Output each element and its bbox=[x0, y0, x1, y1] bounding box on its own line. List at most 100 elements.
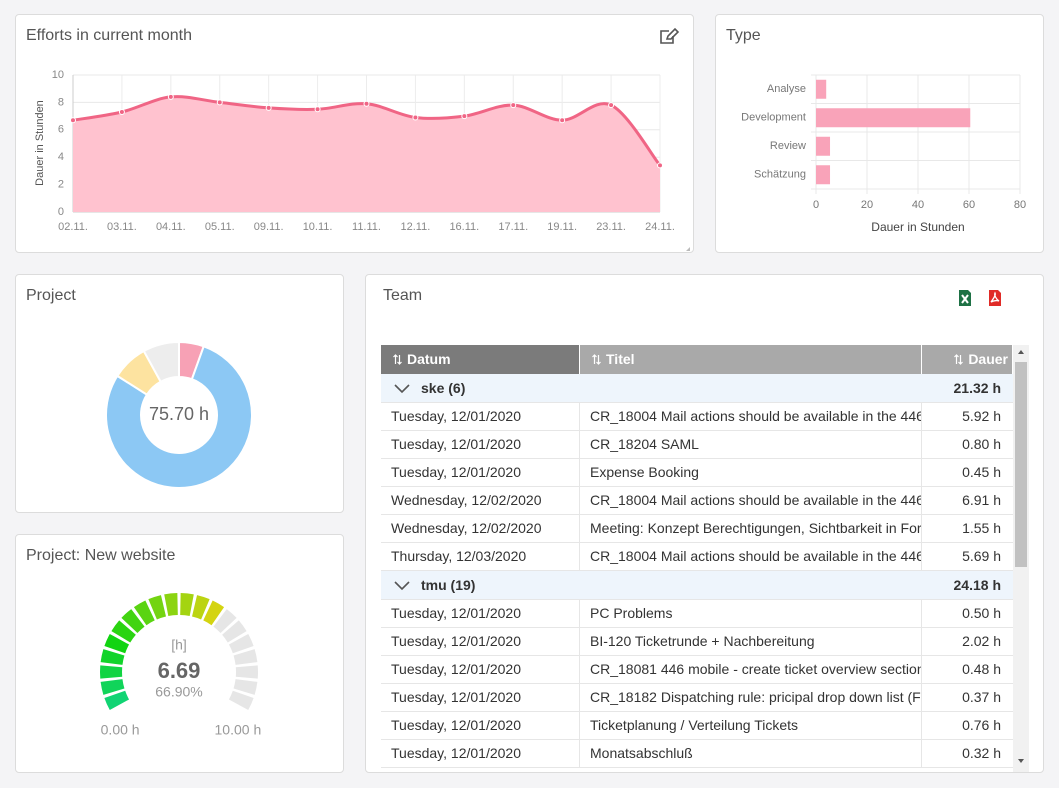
table-row[interactable]: Tuesday, 12/01/2020 PC Problems 0.50 h bbox=[381, 600, 1013, 628]
gauge-segment bbox=[133, 600, 155, 626]
table-row[interactable]: Wednesday, 12/02/2020 Meeting: Konzept Be… bbox=[381, 515, 1013, 543]
bar bbox=[816, 136, 831, 156]
center-label: 75.70 h bbox=[149, 404, 209, 424]
column-header[interactable]: Dauer bbox=[922, 345, 1013, 374]
column-header[interactable]: Datum bbox=[381, 345, 580, 374]
table-cell: Tuesday, 12/01/2020 bbox=[381, 600, 580, 627]
point bbox=[510, 102, 517, 109]
sort-icon bbox=[592, 354, 601, 365]
table-row[interactable]: Tuesday, 12/01/2020 CR_18204 SAML 0.80 h bbox=[381, 431, 1013, 459]
column-header-text: Datum bbox=[407, 351, 451, 367]
gauge-segment bbox=[111, 620, 136, 643]
table-row[interactable]: Tuesday, 12/01/2020 CR_18182 Dispatching … bbox=[381, 684, 1013, 712]
table-row[interactable]: Tuesday, 12/01/2020 CR_18004 Mail actions… bbox=[381, 403, 1013, 431]
table-cell: Tuesday, 12/01/2020 bbox=[381, 628, 580, 655]
table-cell: CR_18081 446 mobile - create ticket over… bbox=[580, 656, 922, 683]
panel-title: Project bbox=[26, 287, 76, 304]
team-panel: Team Datum Titel Dauer ske (6) 21.32 h Tuesda… bbox=[365, 274, 1044, 773]
gauge-segment bbox=[148, 595, 166, 620]
table-cell: CR_18204 SAML bbox=[580, 431, 922, 458]
point bbox=[118, 108, 125, 115]
x-tick-label: 09.11. bbox=[254, 221, 284, 233]
x-axis-label: Dauer in Stunden bbox=[871, 220, 964, 234]
table-cell: Tuesday, 12/01/2020 bbox=[381, 656, 580, 683]
donut-slice bbox=[142, 340, 180, 384]
y-axis-label: Dauer in Stunden bbox=[34, 100, 46, 186]
y-tick-label: Review bbox=[770, 140, 806, 152]
y-tick-label: 10 bbox=[52, 69, 64, 81]
gauge-segment bbox=[104, 633, 130, 654]
gauge-panel: Project: New website bbox=[15, 534, 344, 773]
group-label: ske (6) bbox=[421, 380, 466, 396]
table-cell: 5.92 h bbox=[962, 408, 1001, 424]
table-cell: Tuesday, 12/01/2020 bbox=[381, 684, 580, 711]
x-tick-label: 16.11. bbox=[449, 221, 479, 233]
gauge-segment bbox=[121, 609, 145, 633]
gauge-segment bbox=[213, 609, 237, 633]
table-cell: Tuesday, 12/01/2020 bbox=[381, 403, 580, 430]
table-row[interactable]: Thursday, 12/03/2020 CR_18004 Mail action… bbox=[381, 543, 1013, 571]
table-row[interactable]: Tuesday, 12/01/2020 Monatsabschluß 0.32 h bbox=[381, 740, 1013, 768]
gauge-segment bbox=[203, 600, 225, 626]
y-tick-label: Analyse bbox=[767, 83, 806, 95]
x-tick-label: 0 bbox=[813, 199, 819, 211]
table-cell: Tuesday, 12/01/2020 bbox=[381, 712, 580, 739]
group-total: 24.18 h bbox=[953, 577, 1001, 593]
x-tick-label: 02.11. bbox=[58, 221, 88, 233]
edit-icon[interactable] bbox=[660, 27, 680, 44]
group-label: tmu (19) bbox=[421, 577, 476, 593]
y-tick-label: 6 bbox=[58, 124, 64, 136]
sort-icon bbox=[393, 354, 402, 365]
y-tick-label: 0 bbox=[58, 206, 64, 218]
x-tick-label: 03.11. bbox=[107, 221, 137, 233]
table-cell: Thursday, 12/03/2020 bbox=[381, 543, 580, 570]
excel-export[interactable] bbox=[958, 289, 972, 307]
table-cell: Tuesday, 12/01/2020 bbox=[381, 459, 580, 486]
table-cell: 0.48 h bbox=[962, 661, 1001, 677]
group-row[interactable]: tmu (19) 24.18 h bbox=[381, 571, 1013, 600]
x-tick-label: 11.11. bbox=[352, 221, 381, 233]
y-tick-label: 2 bbox=[58, 179, 64, 191]
panel-title: Type bbox=[726, 27, 761, 44]
x-tick-label: 23.11. bbox=[596, 221, 626, 233]
scrollbar[interactable] bbox=[1013, 345, 1029, 772]
type-panel: Type bbox=[715, 14, 1044, 253]
table-cell: 6.91 h bbox=[962, 492, 1001, 508]
point bbox=[412, 114, 419, 121]
panel-title: Team bbox=[383, 287, 423, 304]
gauge-value: 6.69 bbox=[158, 658, 201, 683]
sort-icon bbox=[954, 354, 964, 365]
group-row[interactable]: ske (6) 21.32 h bbox=[381, 374, 1013, 403]
collapse-icon[interactable] bbox=[394, 581, 410, 591]
gauge-segment bbox=[235, 665, 258, 679]
table-cell: Wednesday, 12/02/2020 bbox=[381, 515, 580, 542]
donut-slice bbox=[105, 345, 253, 489]
gauge-segment bbox=[164, 593, 178, 617]
table-row[interactable]: Tuesday, 12/01/2020 Expense Booking 0.45 h bbox=[381, 459, 1013, 487]
table-row[interactable]: Tuesday, 12/01/2020 Ticketplanung / Verte… bbox=[381, 712, 1013, 740]
table-row[interactable]: Tuesday, 12/01/2020 BI-120 Ticketrunde + … bbox=[381, 628, 1013, 656]
gauge-segment bbox=[100, 679, 125, 695]
table-cell: 0.76 h bbox=[962, 717, 1001, 733]
x-tick-label: 20 bbox=[861, 199, 873, 211]
gauge-arc bbox=[100, 593, 258, 711]
table-row[interactable]: Tuesday, 12/01/2020 CR_18081 446 mobile -… bbox=[381, 656, 1013, 684]
y-tick-label: Development bbox=[741, 112, 806, 124]
team-table: Datum Titel Dauer ske (6) 21.32 h Tuesday, 12… bbox=[381, 345, 1013, 772]
y-tick-label: Schätzung bbox=[754, 169, 806, 181]
table-row[interactable]: Wednesday, 12/02/2020 CR_18004 Mail actio… bbox=[381, 487, 1013, 515]
pdf-export[interactable] bbox=[988, 289, 1002, 307]
x-tick-label: 19.11. bbox=[547, 221, 577, 233]
table-cell: 0.32 h bbox=[962, 745, 1001, 761]
gauge-segment bbox=[192, 595, 210, 620]
collapse-icon[interactable] bbox=[394, 384, 410, 394]
table-cell: 0.50 h bbox=[962, 605, 1001, 621]
gauge-tick-label: 10.00 h bbox=[215, 722, 262, 738]
table-cell: Tuesday, 12/01/2020 bbox=[381, 740, 580, 767]
y-tick-label: 8 bbox=[58, 96, 64, 108]
gauge-segment bbox=[104, 690, 130, 711]
column-header[interactable]: Titel bbox=[580, 345, 922, 374]
table-cell: CR_18004 Mail actions should be availabl… bbox=[580, 487, 922, 514]
